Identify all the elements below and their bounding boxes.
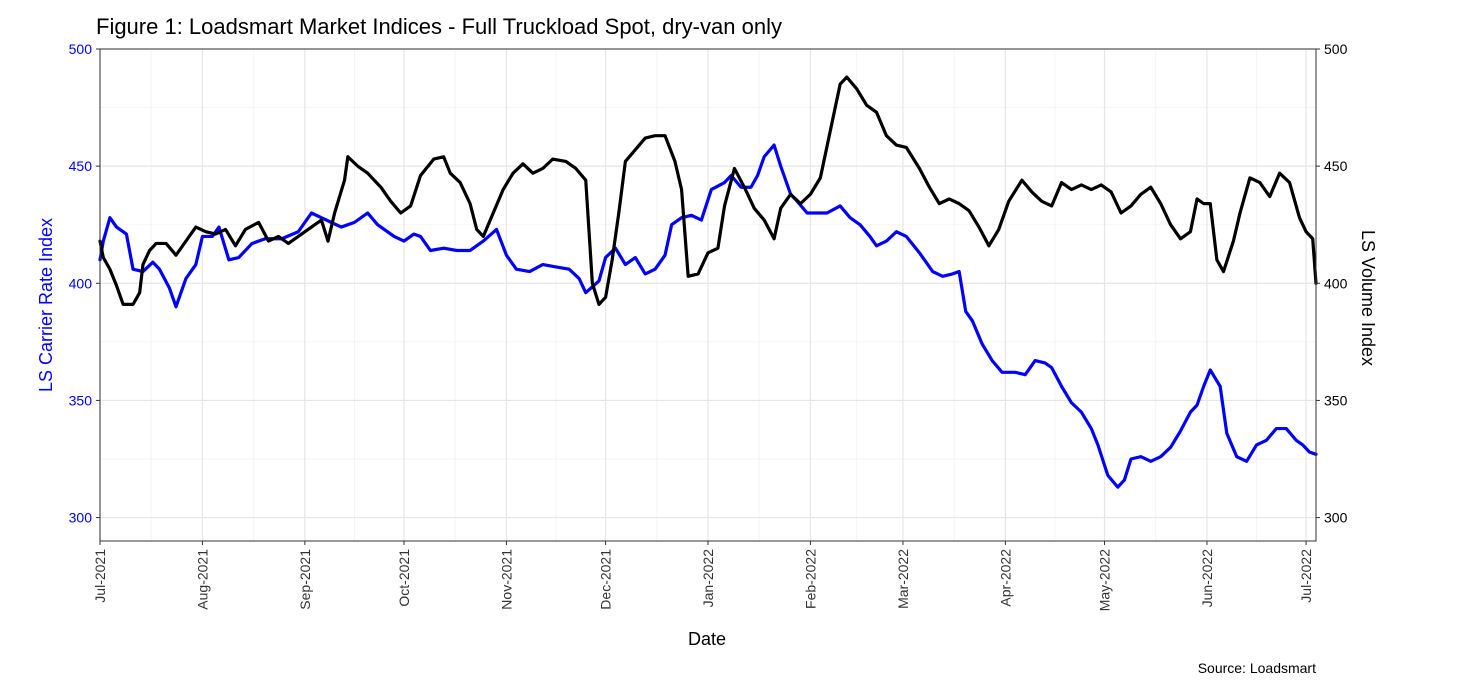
x-axis-title: Date <box>688 629 726 649</box>
x-tick-label: Sep-2021 <box>297 549 313 610</box>
left-axis: 300 350 400 450 500 <box>69 41 100 526</box>
right-axis-title: LS Volume Index <box>1358 230 1378 366</box>
right-axis: 300 350 400 450 500 <box>1316 41 1348 526</box>
x-tick-label: Jul-2021 <box>92 549 108 603</box>
right-tick-label: 500 <box>1324 41 1348 57</box>
left-tick-label: 300 <box>69 510 93 526</box>
left-axis-title: LS Carrier Rate Index <box>36 218 56 392</box>
series-line-volume-index <box>98 75 1318 306</box>
x-tick-label: Aug-2021 <box>194 549 210 610</box>
x-axis: Jul-2021 Aug-2021 Sep-2021 Oct-2021 Nov-2021… <box>92 541 1314 611</box>
left-tick-label: 400 <box>69 275 93 291</box>
right-tick-label: 400 <box>1324 275 1348 291</box>
x-tick-label: May-2022 <box>1097 549 1113 611</box>
grid <box>99 48 1316 541</box>
left-tick-label: 450 <box>69 158 93 174</box>
right-tick-label: 350 <box>1324 392 1348 408</box>
left-tick-label: 350 <box>69 392 93 408</box>
source-caption: Source: Loadsmart <box>1198 660 1316 676</box>
x-tick-label: Oct-2021 <box>396 549 412 607</box>
left-tick-label: 500 <box>69 41 93 57</box>
x-tick-label: Jul-2022 <box>1298 549 1314 603</box>
x-tick-label: Feb-2022 <box>802 549 818 609</box>
x-tick-label: Nov-2021 <box>498 549 514 610</box>
right-tick-label: 300 <box>1324 510 1348 526</box>
x-tick-label: Dec-2021 <box>598 549 614 610</box>
chart-title: Figure 1: Loadsmart Market Indices - Ful… <box>96 14 782 39</box>
x-tick-label: Jun-2022 <box>1199 549 1215 608</box>
series-layer <box>98 75 1318 489</box>
right-tick-label: 450 <box>1324 158 1348 174</box>
x-tick-label: Jan-2022 <box>700 549 716 608</box>
x-tick-label: Mar-2022 <box>895 549 911 609</box>
x-tick-label: Apr-2022 <box>997 549 1013 607</box>
